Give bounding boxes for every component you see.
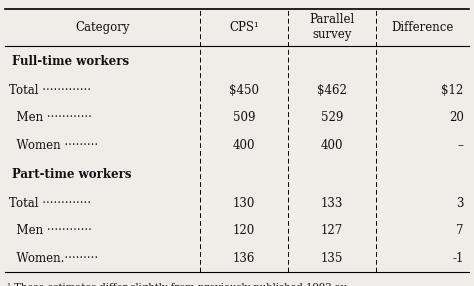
Text: Part-time workers: Part-time workers	[12, 168, 131, 181]
Text: 509: 509	[233, 112, 255, 124]
Text: CPS¹: CPS¹	[229, 21, 259, 34]
Text: 127: 127	[321, 225, 343, 237]
Text: 133: 133	[321, 197, 344, 210]
Text: $450: $450	[229, 84, 259, 97]
Text: 136: 136	[233, 252, 255, 265]
Text: 400: 400	[321, 139, 344, 152]
Text: –: –	[458, 139, 464, 152]
Text: Women.·········: Women.·········	[9, 252, 98, 265]
Text: 120: 120	[233, 225, 255, 237]
Text: Men ············: Men ············	[9, 112, 91, 124]
Text: ¹ These estimates differ slightly from previously published 1993 av-
erages beca: ¹ These estimates differ slightly from p…	[7, 283, 350, 286]
Text: Category: Category	[75, 21, 129, 34]
Text: 3: 3	[456, 197, 464, 210]
Text: Total ·············: Total ·············	[9, 84, 91, 97]
Text: Women ·········: Women ·········	[9, 139, 98, 152]
Text: -1: -1	[452, 252, 464, 265]
Text: Full-time workers: Full-time workers	[12, 55, 129, 68]
Text: Total ·············: Total ·············	[9, 197, 91, 210]
Text: 20: 20	[449, 112, 464, 124]
Text: Difference: Difference	[392, 21, 454, 34]
Text: 529: 529	[321, 112, 344, 124]
Text: Men ············: Men ············	[9, 225, 91, 237]
Text: 135: 135	[321, 252, 344, 265]
Text: $12: $12	[441, 84, 464, 97]
Text: 130: 130	[233, 197, 255, 210]
Text: $462: $462	[317, 84, 347, 97]
Text: Parallel
survey: Parallel survey	[310, 13, 355, 41]
Text: 7: 7	[456, 225, 464, 237]
Text: 400: 400	[233, 139, 255, 152]
